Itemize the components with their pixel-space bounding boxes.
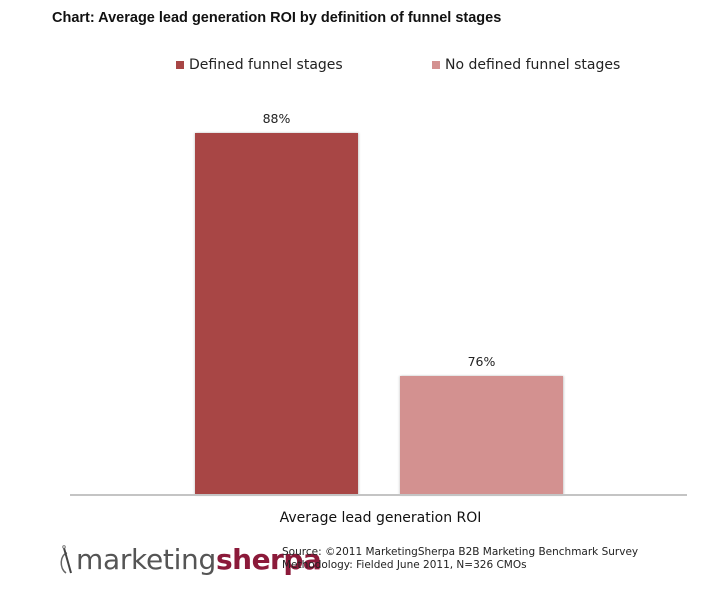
legend-swatch-icon [432,61,440,69]
chart-title: Chart: Average lead generation ROI by de… [52,10,502,26]
x-axis-line [70,494,687,496]
legend-item-no-defined: No defined funnel stages [432,57,620,73]
methodology-text: Methodology: Fielded June 2011, N=326 CM… [282,559,527,571]
bar-defined-funnel-stages [195,133,358,495]
bar-value-label-no-defined: 76% [467,354,496,369]
source-text: Source: ©2011 MarketingSherpa B2B Market… [282,546,639,558]
x-axis-label: Average lead generation ROI [279,510,482,526]
logo-text-sherpa: sherpa [215,543,322,576]
source-note: Source: ©2011 MarketingSherpa B2B Market… [282,546,638,572]
legend-label: No defined funnel stages [445,57,621,73]
marketingsherpa-logo: marketing sherpa [58,543,322,576]
legend-swatch-icon [176,61,184,69]
bar-no-defined-funnel-stages [400,376,563,495]
logo-text-marketing: marketing [76,543,216,576]
legend-item-defined: Defined funnel stages [176,57,343,73]
bar-value-label-defined: 88% [262,111,291,126]
compass-icon [60,544,72,574]
legend-label: Defined funnel stages [189,57,343,73]
